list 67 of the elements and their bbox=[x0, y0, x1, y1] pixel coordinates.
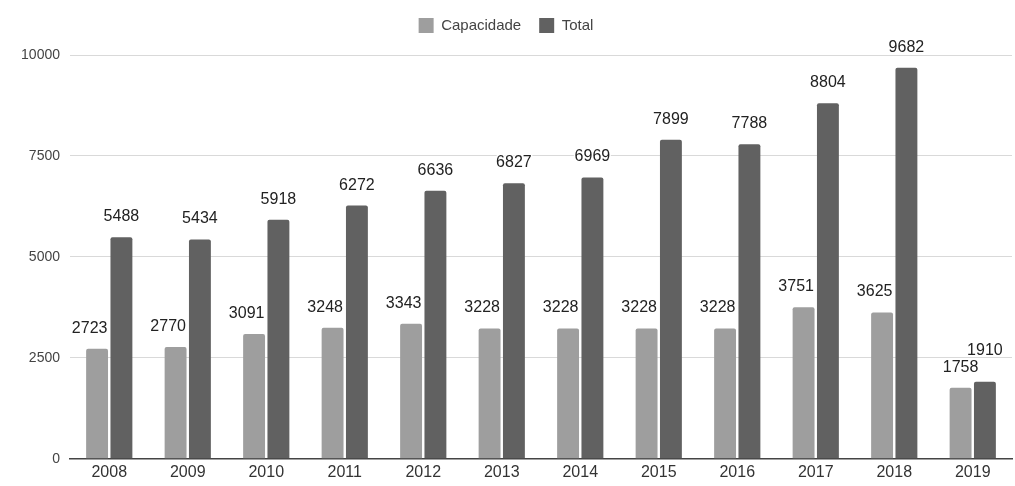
bar bbox=[714, 328, 737, 459]
bar bbox=[895, 67, 918, 459]
data-label: 6636 bbox=[417, 160, 454, 178]
data-label: 6969 bbox=[574, 147, 611, 165]
bar bbox=[400, 323, 423, 459]
data-label: 3228 bbox=[464, 298, 501, 316]
bar bbox=[973, 381, 996, 459]
x-tick-label: 2018 bbox=[876, 462, 913, 480]
data-label: 1758 bbox=[942, 357, 979, 375]
x-tick-label: 2012 bbox=[405, 462, 442, 480]
data-label: 3228 bbox=[542, 298, 579, 316]
data-label: 7788 bbox=[731, 114, 768, 132]
y-tick-label: 0 bbox=[52, 449, 61, 466]
data-label: 5488 bbox=[103, 207, 140, 225]
bar bbox=[949, 387, 972, 459]
x-tick-label: 2010 bbox=[248, 462, 285, 480]
data-label: 3343 bbox=[385, 293, 422, 311]
x-tick-label: 2015 bbox=[640, 462, 677, 480]
data-label: 3248 bbox=[307, 297, 344, 315]
x-tick-label: 2019 bbox=[954, 462, 991, 480]
x-tick-label: 2011 bbox=[327, 462, 363, 480]
data-label: 3751 bbox=[778, 277, 815, 295]
data-label: 6272 bbox=[339, 175, 375, 193]
data-label: 3091 bbox=[228, 303, 265, 321]
data-label: 2723 bbox=[71, 318, 108, 336]
data-label: 7899 bbox=[653, 109, 689, 127]
data-label: 2770 bbox=[150, 316, 187, 334]
data-label: 9682 bbox=[888, 37, 925, 55]
bar bbox=[267, 219, 290, 459]
bar bbox=[816, 103, 839, 459]
bar bbox=[243, 333, 266, 459]
data-label: 6827 bbox=[496, 153, 532, 171]
x-tick-label: 2009 bbox=[169, 462, 206, 480]
data-label: 5434 bbox=[182, 209, 218, 227]
bar bbox=[424, 190, 447, 459]
data-label: 3228 bbox=[699, 298, 736, 316]
data-label: 8804 bbox=[810, 73, 846, 91]
data-label: 1910 bbox=[967, 340, 1003, 358]
bar bbox=[792, 307, 815, 459]
y-tick-label: 7500 bbox=[28, 146, 61, 163]
y-tick-label: 5000 bbox=[28, 247, 61, 264]
bar bbox=[478, 328, 501, 459]
bar bbox=[557, 328, 580, 459]
bar bbox=[738, 144, 761, 459]
data-label: 3228 bbox=[621, 298, 658, 316]
bar bbox=[581, 177, 604, 459]
bar bbox=[110, 237, 133, 459]
bar bbox=[164, 346, 187, 459]
bar bbox=[502, 183, 525, 459]
y-tick-label: 2500 bbox=[28, 348, 61, 365]
bar bbox=[86, 348, 109, 459]
x-tick-label: 2008 bbox=[91, 462, 128, 480]
x-tick-label: 2013 bbox=[483, 462, 520, 480]
y-tick-label: 10000 bbox=[21, 45, 61, 62]
x-tick-label: 2014 bbox=[562, 462, 599, 480]
bar bbox=[321, 327, 344, 459]
legend-label: Capacidade bbox=[441, 15, 522, 33]
x-tick-label: 2017 bbox=[797, 462, 834, 480]
x-tick-label: 2016 bbox=[719, 462, 756, 480]
bar bbox=[871, 312, 894, 459]
legend-label: Total bbox=[561, 15, 594, 33]
data-label: 5918 bbox=[260, 189, 297, 207]
bar bbox=[188, 239, 211, 459]
bar bbox=[659, 139, 682, 459]
data-label: 3625 bbox=[856, 282, 893, 300]
bar bbox=[635, 328, 658, 459]
bar bbox=[345, 205, 368, 459]
